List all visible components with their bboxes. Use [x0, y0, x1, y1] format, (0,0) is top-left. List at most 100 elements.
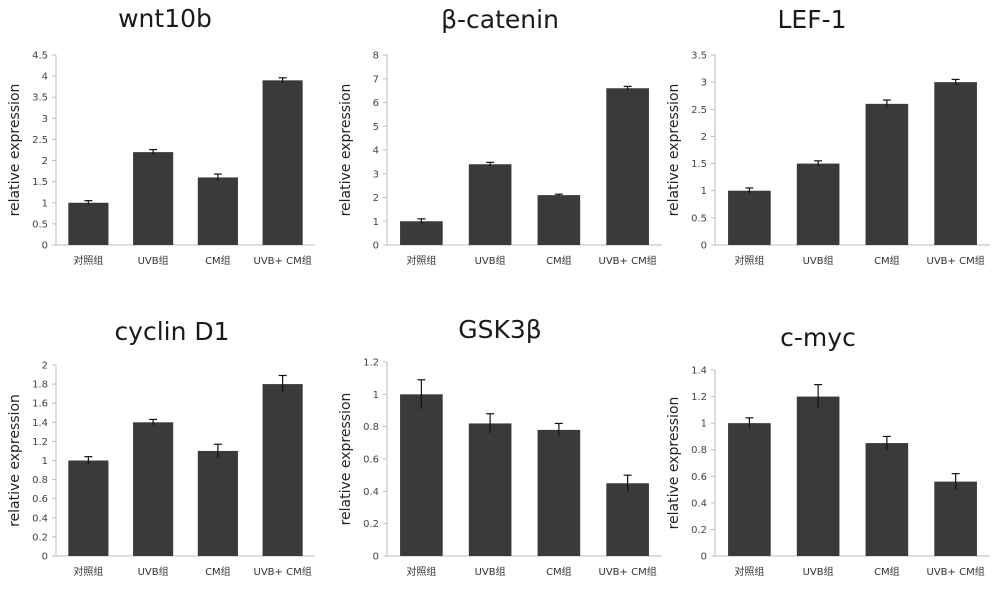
y-tick-label: 1: [373, 217, 379, 228]
x-tick-label: CM组: [546, 565, 572, 578]
x-tick-label: 对照组: [73, 254, 103, 267]
chart-panel-3: LEF-1 relative expression 0 0.5 1 1.5 2 2.5 3 3.5…: [666, 5, 990, 267]
y-tick-label: 1.6: [32, 399, 48, 410]
bar: [606, 88, 649, 245]
chart-title: β-catenin: [441, 5, 559, 34]
bar: [133, 422, 174, 556]
y-tick-label: 1.2: [363, 358, 379, 369]
x-tick-label: 对照组: [734, 254, 764, 267]
y-tick-label: 3.5: [691, 51, 707, 62]
bar: [197, 177, 238, 245]
y-tick-label: 0: [42, 241, 48, 252]
bar: [400, 394, 443, 556]
y-axis-label: relative expression: [338, 393, 354, 526]
bar: [68, 460, 109, 556]
chart-title: cyclin D1: [114, 317, 229, 346]
y-tick-label: 1.2: [32, 437, 48, 448]
y-axis-label: relative expression: [7, 394, 23, 527]
x-tick-label: UVB组: [138, 254, 169, 267]
y-tick-label: 1: [42, 456, 48, 467]
y-tick-label: 1: [373, 390, 379, 401]
y-tick-label: 0: [701, 552, 707, 563]
y-tick-label: 1.2: [691, 392, 707, 403]
bar: [468, 164, 512, 245]
y-tick-label: 0: [42, 552, 48, 563]
y-tick-label: 0.2: [32, 532, 48, 543]
x-tick-label: 对照组: [406, 565, 436, 578]
y-axis-label: relative expression: [666, 397, 682, 530]
chart-panel-5: GSK3β relative expression 0 0.2 0.4 0.6 0.8 1 1.…: [338, 315, 662, 578]
y-tick-label: 4: [373, 146, 379, 157]
y-axis-label: relative expression: [7, 84, 23, 217]
y-tick-label: 0.2: [691, 525, 707, 536]
chart-panel-4: cyclin D1 relative expression 0 0.2 0.4 0.6 0.…: [7, 317, 315, 578]
bar: [728, 423, 771, 556]
y-tick-label: 0.8: [691, 445, 707, 456]
y-tick-label: 0: [373, 552, 379, 563]
bar: [468, 423, 512, 556]
x-tick-label: UVB组: [803, 565, 834, 578]
y-tick-label: 3: [42, 114, 48, 125]
chart-panel-1: wnt10b relative expression 0 0.5 1 1.5 2 2.5 3 3.…: [7, 4, 315, 267]
y-tick-label: 1.4: [32, 418, 48, 429]
bar: [865, 443, 909, 556]
y-tick-label: 3: [701, 78, 707, 89]
chart-title: wnt10b: [118, 4, 212, 33]
y-tick-label: 8: [373, 51, 379, 62]
x-tick-label: 对照组: [734, 565, 764, 578]
bar: [934, 481, 977, 556]
chart-panel-6: c-myc relative expression 0 0.2 0.4 0.6 0.8 1 1.…: [666, 323, 990, 578]
y-tick-label: 2: [42, 361, 48, 372]
bar: [262, 80, 303, 245]
y-tick-label: 2: [42, 156, 48, 167]
bar: [796, 396, 840, 556]
bar: [606, 483, 649, 556]
y-tick-label: 1.5: [691, 159, 707, 170]
y-tick-label: 1.8: [32, 380, 48, 391]
x-tick-label: UVB+ CM组: [599, 565, 657, 578]
y-tick-label: 0.8: [32, 475, 48, 486]
y-tick-label: 2: [373, 193, 379, 204]
x-tick-label: UVB+ CM组: [599, 254, 657, 267]
x-tick-label: UVB组: [475, 565, 506, 578]
bar: [934, 82, 977, 246]
x-tick-label: CM组: [874, 565, 900, 578]
y-tick-label: 0.4: [363, 487, 379, 498]
chart-panel-2: β-catenin relative expression 0 1 2 3 4 5 6 7 8 对照组…: [338, 5, 662, 267]
x-tick-label: CM组: [205, 254, 231, 267]
y-tick-label: 0.8: [363, 422, 379, 433]
chart-title: c-myc: [780, 323, 856, 352]
bar: [133, 152, 174, 245]
y-tick-label: 2.5: [691, 105, 707, 116]
y-tick-label: 0: [373, 241, 379, 252]
y-tick-label: 7: [373, 74, 379, 85]
x-tick-label: UVB+ CM组: [927, 565, 985, 578]
y-tick-label: 0.5: [32, 219, 48, 230]
y-tick-label: 1: [701, 419, 707, 430]
bar: [197, 450, 238, 556]
x-tick-label: UVB组: [138, 565, 169, 578]
bar: [865, 103, 909, 245]
y-tick-label: 1: [42, 198, 48, 209]
y-tick-label: 4.5: [32, 51, 48, 62]
bar: [728, 190, 771, 245]
x-tick-label: UVB+ CM组: [927, 254, 985, 267]
bar: [68, 202, 109, 245]
y-tick-label: 0.4: [32, 513, 48, 524]
y-tick-label: 0.2: [363, 519, 379, 530]
bar: [537, 429, 581, 556]
x-tick-label: CM组: [546, 254, 572, 267]
bar: [262, 384, 303, 556]
y-tick-label: 1.4: [691, 366, 707, 377]
x-tick-label: CM组: [874, 254, 900, 267]
y-axis-label: relative expression: [666, 84, 682, 217]
y-tick-label: 1.5: [32, 177, 48, 188]
y-tick-label: 2.5: [32, 135, 48, 146]
y-tick-label: 0.6: [363, 455, 379, 466]
chart-title: GSK3β: [458, 315, 542, 344]
x-tick-label: UVB组: [475, 254, 506, 267]
y-tick-label: 2: [701, 132, 707, 143]
y-tick-label: 1: [701, 186, 707, 197]
x-tick-label: UVB+ CM组: [254, 565, 312, 578]
